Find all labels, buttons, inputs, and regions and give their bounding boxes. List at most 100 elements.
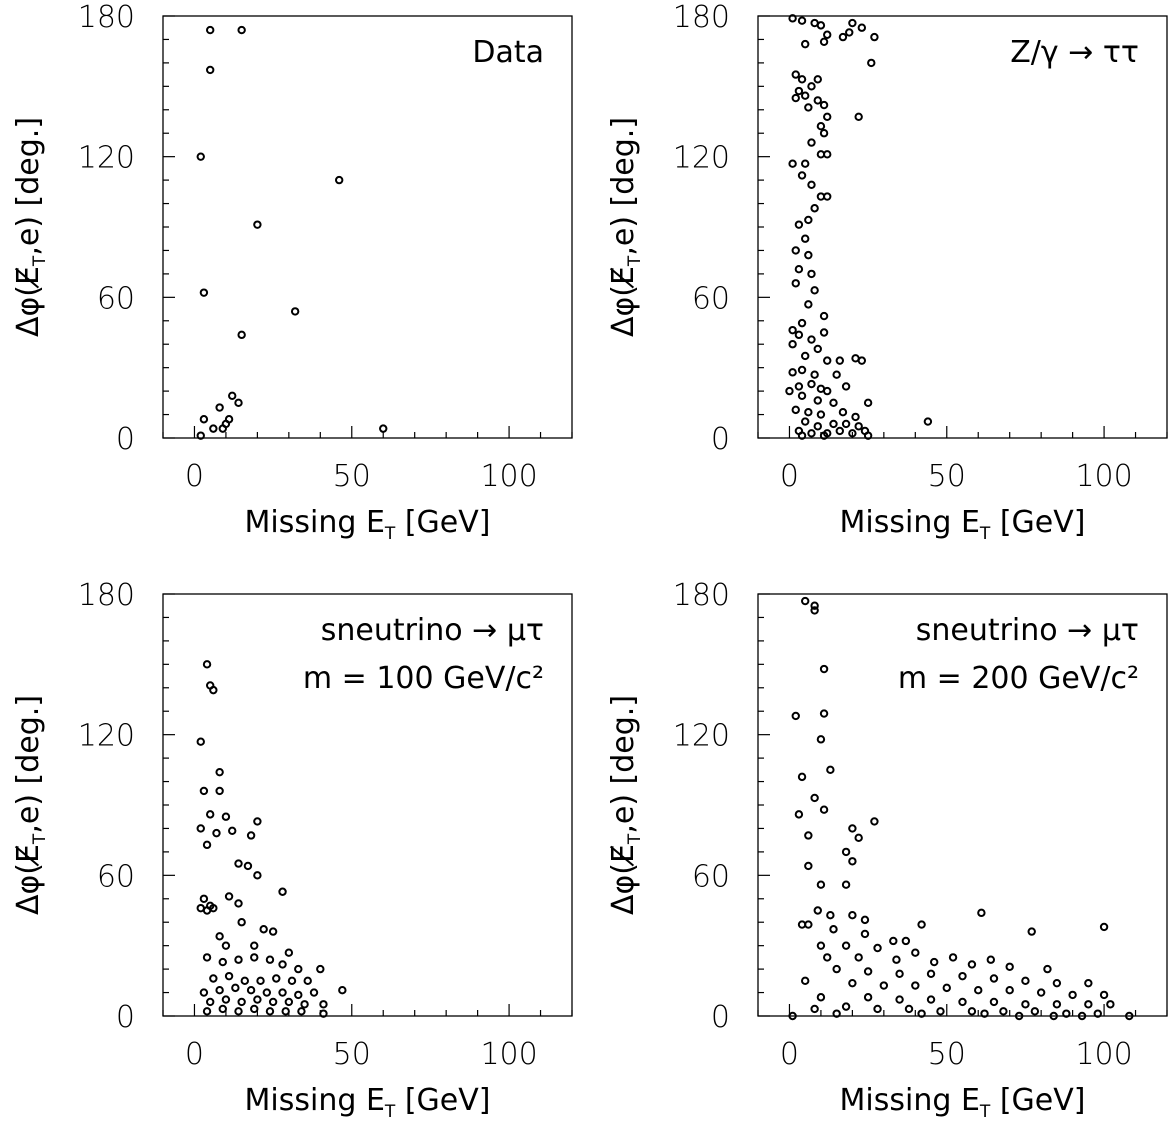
data-point <box>879 981 889 990</box>
data-point <box>863 967 873 976</box>
data-point <box>819 664 829 674</box>
data-point <box>218 424 227 433</box>
data-point <box>810 370 819 379</box>
data-point <box>1099 922 1109 932</box>
data-point <box>873 1004 882 1014</box>
data-point <box>215 403 224 412</box>
data-point <box>986 955 996 964</box>
data-point <box>196 431 205 440</box>
plot-frame <box>757 15 1168 439</box>
data-point <box>797 391 807 400</box>
data-point <box>218 957 227 967</box>
data-point <box>823 356 832 365</box>
data-point <box>860 929 870 939</box>
data-point <box>810 793 819 803</box>
data-point <box>819 328 829 337</box>
data-point <box>234 859 243 868</box>
data-point <box>794 330 804 340</box>
data-point <box>823 953 832 962</box>
y-tick-label: 120 <box>673 141 730 176</box>
panel-1: 0 50 100 0 60 120 180 Missing ET [GeV] Δφ(E̸T,e)… <box>11 0 573 544</box>
y-axis-label: Δφ(E̸T,e) [deg.] <box>606 117 645 337</box>
data-point <box>196 152 205 161</box>
data-point <box>284 948 294 957</box>
data-point <box>287 976 297 986</box>
data-point <box>841 847 851 857</box>
data-point <box>1068 990 1077 1000</box>
data-point <box>794 86 804 96</box>
data-point <box>832 370 841 379</box>
data-point <box>810 1004 819 1014</box>
data-point <box>904 1004 914 1014</box>
x-tick-label: 50 <box>333 1037 371 1072</box>
data-point <box>202 1007 212 1016</box>
data-point <box>804 215 813 225</box>
data-point <box>1005 986 1014 995</box>
data-point <box>800 159 810 168</box>
data-point <box>209 685 218 695</box>
data-point <box>240 976 250 986</box>
data-point <box>797 431 807 440</box>
data-point <box>832 964 841 974</box>
x-tick-label: 50 <box>928 1037 966 1072</box>
data-point <box>294 990 303 1000</box>
data-point <box>819 37 829 46</box>
data-point <box>841 941 851 950</box>
data-point <box>923 417 933 426</box>
data-point <box>237 918 246 927</box>
data-point <box>829 419 838 429</box>
data-point <box>221 812 231 821</box>
data-point <box>788 368 797 377</box>
data-point <box>810 286 819 295</box>
panel-2: 0 50 100 0 60 120 180 Missing ET [GeV] Δφ(E̸T,e)… <box>606 0 1168 544</box>
data-point <box>958 997 967 1007</box>
x-axis-label: Missing ET [GeV] <box>840 1083 1086 1122</box>
data-point <box>848 429 857 438</box>
data-point <box>816 410 826 419</box>
data-point <box>901 936 911 946</box>
data-point <box>224 892 234 901</box>
data-point <box>835 426 844 436</box>
data-point <box>791 70 800 79</box>
x-tick-label: 0 <box>780 1037 799 1072</box>
data-point <box>889 936 898 946</box>
data-point <box>788 1011 797 1021</box>
data-point <box>857 23 867 32</box>
y-tick-label: 0 <box>711 1000 730 1035</box>
data-point <box>974 986 983 995</box>
data-point <box>826 765 835 775</box>
data-point <box>797 365 807 375</box>
data-point <box>196 737 205 746</box>
data-point <box>265 1007 275 1016</box>
data-point <box>228 391 237 400</box>
annotation: m = 200 GeV/c² <box>898 661 1139 696</box>
data-point <box>788 340 797 349</box>
data-point <box>813 344 822 354</box>
data-point <box>804 408 813 417</box>
data-point <box>1084 978 1093 988</box>
data-point <box>967 960 977 969</box>
y-tick-label: 0 <box>116 1000 135 1035</box>
data-point <box>911 981 920 990</box>
data-point <box>1021 1000 1030 1009</box>
data-point <box>338 986 347 995</box>
data-point <box>231 983 240 993</box>
data-point <box>807 138 816 147</box>
data-point <box>1099 990 1109 1000</box>
data-point <box>234 955 243 964</box>
data-point <box>250 1004 259 1014</box>
x-tick-label: 100 <box>1075 459 1132 494</box>
data-point <box>835 356 844 365</box>
data-point <box>319 1009 328 1018</box>
data-point <box>224 415 234 424</box>
data-point <box>816 880 826 889</box>
data-point <box>202 660 212 669</box>
data-point <box>205 997 215 1007</box>
data-point <box>205 65 215 75</box>
y-tick-label: 0 <box>711 422 730 457</box>
data-point <box>797 318 807 328</box>
data-point <box>234 899 243 908</box>
x-tick-label: 0 <box>185 1037 204 1072</box>
data-point <box>854 953 863 962</box>
data-point <box>917 920 926 929</box>
